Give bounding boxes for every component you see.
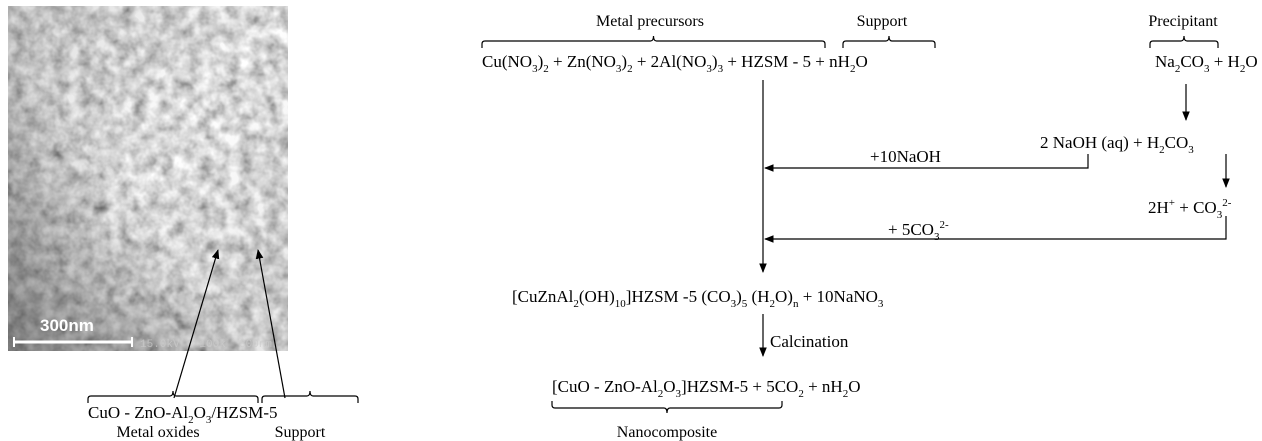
text-run: O bbox=[855, 52, 867, 71]
page: { "image": {"scale_bar": "300nm", "instr… bbox=[0, 0, 1262, 441]
label: Metal precursors bbox=[596, 13, 704, 30]
equation: Cu(NO3)2 + Zn(NO3)2 + 2Al(NO3)3 + HZSM -… bbox=[482, 52, 868, 75]
subscript: 3 bbox=[1217, 209, 1223, 221]
brace bbox=[552, 401, 782, 413]
text-run: [CuO - ZnO-Al bbox=[552, 377, 658, 396]
text-run: + Zn(NO bbox=[549, 52, 616, 71]
scale-bar-label: 300nm bbox=[40, 316, 94, 335]
label: Support bbox=[275, 424, 326, 441]
text-run: + 5CO bbox=[888, 220, 934, 239]
text-run: Calcination bbox=[770, 332, 849, 351]
text-run: + HZSM - 5 + nH bbox=[723, 52, 850, 71]
equation: [CuO - ZnO-Al2O3]HZSM-5 + 5CO2 + nH2O bbox=[552, 377, 860, 400]
text-run: CO bbox=[1165, 133, 1189, 152]
equation: +10NaOH bbox=[870, 147, 941, 166]
equation: CuO - ZnO-Al2O3/HZSM-5 bbox=[88, 403, 278, 426]
text-run: Na bbox=[1155, 52, 1175, 71]
body: 300nm 15.0kV ×100k 300nm Metal precursor… bbox=[0, 0, 1262, 441]
equation: Calcination bbox=[770, 332, 849, 351]
text-run: Cu(NO bbox=[482, 52, 532, 71]
subscript: 3 bbox=[934, 231, 940, 243]
text-run: +10NaOH bbox=[870, 147, 941, 166]
sem-image: 300nm 15.0kV ×100k 300nm bbox=[8, 6, 288, 351]
text-run: [CuZnAl bbox=[512, 287, 574, 306]
figure: 300nm 15.0kV ×100k 300nm Metal precursor… bbox=[0, 0, 1262, 441]
brace bbox=[843, 36, 935, 48]
label: Nanocomposite bbox=[617, 424, 717, 441]
equation: Na2CO3 + H2O bbox=[1155, 52, 1258, 75]
text-run: 2 NaOH (aq) + H bbox=[1040, 133, 1159, 152]
label: Precipitant bbox=[1148, 13, 1218, 30]
brace bbox=[88, 391, 258, 403]
subscript: 3 bbox=[1188, 144, 1194, 156]
label: Metal oxides bbox=[116, 424, 199, 441]
text-run: + H bbox=[1209, 52, 1239, 71]
text-run: + 10NaNO bbox=[798, 287, 877, 306]
brace bbox=[1150, 36, 1218, 48]
brace bbox=[482, 36, 825, 48]
equation: 2H+ + CO32- bbox=[1148, 197, 1232, 221]
text-run: + CO bbox=[1175, 198, 1217, 217]
brace bbox=[262, 391, 358, 403]
superscript: 2- bbox=[1222, 197, 1232, 209]
text-run: O bbox=[194, 403, 206, 422]
text-run: ]HZSM -5 (CO bbox=[626, 287, 731, 306]
subscript: 3 bbox=[878, 298, 884, 310]
equation: 2 NaOH (aq) + H2CO3 bbox=[1040, 133, 1194, 156]
text-run: (H bbox=[747, 287, 769, 306]
instrument-text: 15.0kV ×100k 300nm bbox=[140, 339, 272, 351]
text-run: (OH) bbox=[579, 287, 615, 306]
subscript: 10 bbox=[615, 298, 627, 310]
text-run: CuO - ZnO-Al bbox=[88, 403, 188, 422]
text-run: O bbox=[848, 377, 860, 396]
text-run: + 2Al(NO bbox=[633, 52, 707, 71]
text-run: O bbox=[1245, 52, 1257, 71]
equation: [CuZnAl2(OH)10]HZSM -5 (CO3)5 (H2O)n + 1… bbox=[512, 287, 884, 310]
text-run: 2H bbox=[1148, 198, 1169, 217]
text-run: ]HZSM-5 + 5CO bbox=[681, 377, 798, 396]
text-run: /HZSM-5 bbox=[211, 403, 277, 422]
superscript: 2- bbox=[939, 219, 949, 231]
arrow bbox=[765, 216, 1226, 239]
text-run: CO bbox=[1180, 52, 1204, 71]
label: Support bbox=[857, 13, 908, 30]
text-run: O) bbox=[775, 287, 793, 306]
text-run: O bbox=[663, 377, 675, 396]
text-run: + nH bbox=[804, 377, 843, 396]
